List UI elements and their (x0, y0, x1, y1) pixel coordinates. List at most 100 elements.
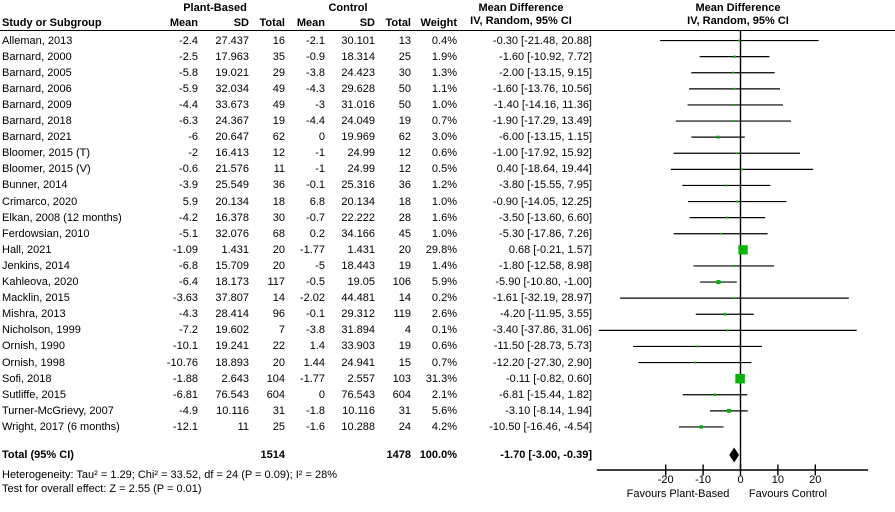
cell-total-plant: 49 (272, 98, 285, 111)
cell-total-plant: 20 (272, 243, 285, 256)
study-row: Bloomer, 2015 (V) -0.6 21.576 11 -1 24.99 12 0.… (0, 161, 895, 177)
cell-md-ci: -3.80 [-15.55, 7.95] (499, 179, 592, 192)
cell-sd-control: 31.016 (341, 98, 375, 111)
cell-total-plant: 104 (266, 372, 285, 385)
cell-mean-plant: -6.3 (179, 115, 198, 127)
cell-mean-control: -4.3 (306, 82, 325, 95)
cell-sd-control: 10.116 (342, 404, 375, 417)
cell-sd-control: 24.423 (341, 66, 375, 79)
cell-md-ci: -1.61 [-32.19, 28.97] (492, 292, 592, 305)
cell-study-name: Barnard, 2005 (2, 66, 72, 79)
effect-marker (734, 103, 737, 106)
cell-mean-plant: -6.81 (172, 388, 198, 401)
total-ci: -1.70 [-3.00, -0.39] (500, 449, 592, 461)
effect-marker (732, 71, 735, 74)
cell-mean-plant: -6 (188, 131, 198, 144)
effect-marker (699, 425, 703, 429)
effect-marker (719, 232, 722, 235)
cell-sd-plant: 18.893 (215, 356, 249, 369)
effect-marker (696, 345, 699, 348)
cell-sd-control: 19.969 (341, 131, 375, 144)
effect-marker (693, 361, 696, 364)
cell-weight: 2.6% (431, 308, 457, 321)
cell-sd-control: 18.314 (341, 50, 375, 63)
cell-md-ci: -0.30 [-21.48, 20.88] (492, 34, 592, 47)
study-row: Sutliffe, 2015 -6.81 76.543 604 0 76.543 604 2.… (0, 387, 895, 403)
study-row: Alleman, 2013 -2.4 27.437 16 -2.1 30.101 13 0.4… (0, 33, 895, 49)
study-row: Sofi, 2018 -1.88 2.643 104 -1.77 2.557 103 31.3… (0, 371, 895, 387)
cell-sd-plant: 19.241 (215, 340, 249, 353)
study-row: Bloomer, 2015 (T) -2 16.413 12 -1 24.99 12 0.6%… (0, 145, 895, 161)
cell-sd-plant: 20.134 (215, 195, 249, 208)
study-row: Wright, 2017 (6 months) -12.1 11 25 -1.6 10.2… (0, 419, 895, 435)
cell-study-name: Bloomer, 2015 (T) (2, 147, 91, 160)
study-row: Crimarco, 2020 5.9 20.134 18 6.8 20.134 18 1.0%… (0, 194, 895, 210)
cell-total-plant: 20 (272, 259, 285, 272)
col-mean-control: Mean (296, 17, 325, 29)
cell-study-name: Nicholson, 1999 (2, 324, 81, 337)
cell-mean-plant: -6.4 (179, 276, 198, 288)
col-study: Study or Subgroup (2, 17, 102, 29)
cell-total-control: 18 (398, 195, 411, 208)
cell-weight: 4.2% (431, 420, 457, 433)
cell-md-ci: -1.40 [-14.16, 11.36] (493, 98, 592, 111)
col-sd-control: SD (359, 17, 375, 29)
cell-study-name: Turner-McGrievy, 2007 (2, 404, 114, 417)
cell-sd-control: 20.134 (341, 195, 375, 208)
cell-mean-control: 6.8 (309, 195, 325, 208)
cell-mean-plant: -12.1 (172, 420, 198, 433)
study-row: Kahleova, 2020 -6.4 18.173 117 -0.5 19.05 106 5… (0, 274, 895, 290)
cell-total-control: 50 (398, 82, 411, 95)
col-sd-plant: SD (233, 17, 249, 29)
effect-marker (716, 135, 720, 139)
axis-tick-label: -20 (657, 474, 674, 486)
cell-mean-control: -3.8 (306, 66, 325, 79)
cell-mean-control: -0.1 (306, 179, 325, 192)
cell-md-ci: -2.00 [-13.15, 9.15] (499, 66, 592, 79)
cell-mean-control: 1.44 (303, 356, 325, 369)
group-header-plant-based: Plant-Based (183, 2, 247, 14)
cell-sd-plant: 19.602 (215, 324, 249, 337)
cell-sd-control: 34.166 (341, 227, 375, 240)
cell-sd-plant: 37.807 (215, 292, 249, 305)
cell-md-ci: -11.50 [-28.73, 5.73] (493, 340, 592, 353)
cell-mean-plant: -6.8 (179, 259, 198, 272)
cell-weight: 0.2% (431, 292, 457, 305)
cell-total-plant: 18 (272, 195, 285, 208)
total-n-control: 1478 (386, 449, 411, 461)
cell-weight: 0.5% (431, 163, 457, 176)
cell-total-plant: 19 (272, 115, 285, 127)
cell-weight: 2.1% (431, 388, 457, 401)
cell-mean-control: -1 (315, 147, 325, 160)
cell-sd-plant: 33.673 (215, 98, 249, 111)
cell-total-plant: 14 (272, 292, 285, 305)
header-divider (0, 30, 895, 32)
cell-sd-control: 30.101 (341, 34, 375, 47)
cell-total-control: 13 (398, 34, 411, 47)
effect-marker (735, 373, 745, 384)
cell-weight: 1.1% (431, 82, 457, 95)
cell-mean-plant: -1.09 (172, 243, 198, 256)
cell-mean-plant: -2 (188, 147, 198, 160)
cell-total-plant: 31 (272, 404, 285, 417)
effect-marker (738, 39, 741, 42)
cell-mean-plant: -7.2 (179, 324, 198, 337)
cell-study-name: Alleman, 2013 (2, 34, 73, 47)
effect-marker (736, 200, 739, 203)
cell-mean-plant: -4.9 (179, 404, 198, 417)
cell-weight: 5.6% (431, 404, 457, 417)
cell-weight: 3.0% (431, 131, 457, 144)
cell-mean-control: -1.8 (306, 404, 325, 417)
cell-mean-control: -0.1 (306, 308, 325, 321)
cell-sd-control: 25.316 (341, 179, 375, 192)
cell-total-control: 28 (398, 211, 411, 224)
study-row: Ornish, 1998 -10.76 18.893 20 1.44 24.941 15 0.… (0, 355, 895, 371)
cell-md-ci: -6.81 [-15.44, 1.82] (499, 388, 592, 401)
cell-mean-control: 0.2 (309, 227, 325, 240)
cell-mean-plant: -4.2 (179, 211, 198, 224)
cell-md-ci: -1.00 [-17.92, 15.92] (492, 147, 592, 160)
effect-marker (738, 245, 748, 255)
cell-total-control: 106 (392, 276, 411, 288)
cell-mean-control: -0.9 (306, 50, 325, 63)
